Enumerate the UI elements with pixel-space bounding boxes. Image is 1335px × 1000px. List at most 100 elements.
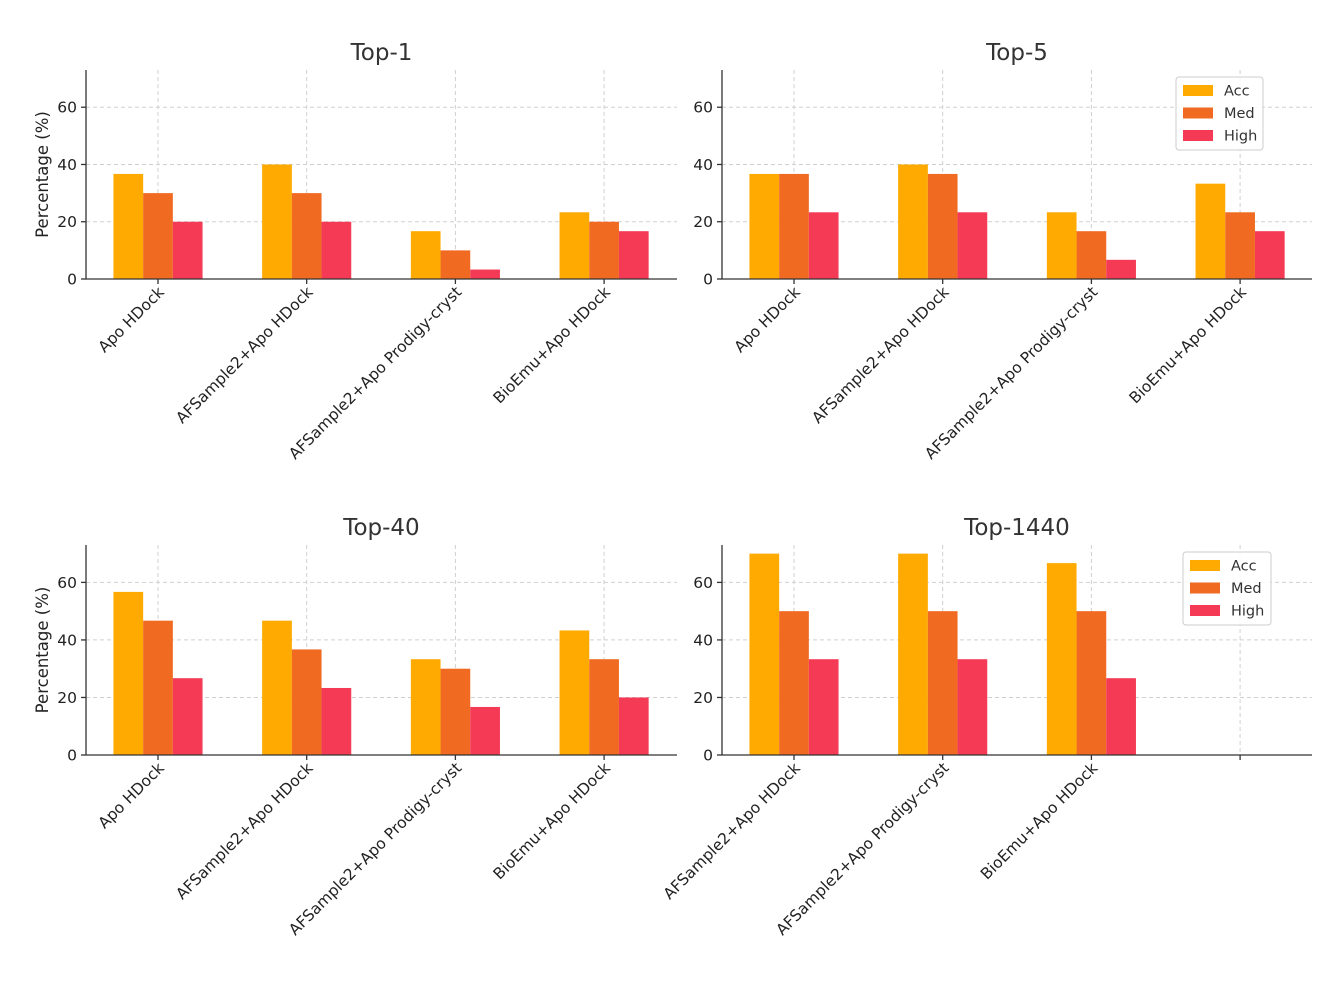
chart-panel-2: 0 20 40 60 Apo HDock AFSample2+Apo HDockAFSam… [693, 40, 1312, 463]
bar-high [172, 678, 203, 755]
bar-med [291, 649, 322, 755]
category-label: AFSample2+Apo HDock [173, 283, 317, 427]
bar-acc [559, 212, 590, 279]
bar-acc [749, 553, 780, 755]
bar-high [321, 687, 352, 755]
bar-high [172, 221, 203, 279]
bar-high [470, 706, 500, 755]
legend-swatch-acc [1183, 85, 1213, 96]
bar-med [589, 221, 619, 279]
y-tick-label: 0 [67, 271, 77, 289]
y-axis-label: Percentage (%) [33, 111, 52, 238]
bar-med [440, 668, 471, 755]
y-tick-label: 40 [693, 156, 713, 174]
legend-label: Acc [1231, 559, 1257, 575]
category-label: AFSample2+Apo HDock [660, 759, 804, 903]
bar-med [143, 620, 173, 755]
legend-swatch-high [1190, 605, 1220, 616]
category-label: BioEmu+Apo HDock [977, 759, 1101, 883]
y-tick-label: 20 [693, 689, 713, 707]
bar-med [291, 193, 322, 279]
bar-med [143, 193, 173, 279]
bar-high [618, 231, 649, 279]
y-tick-label: 0 [67, 747, 77, 765]
bar-med [589, 659, 619, 755]
bar-acc [749, 173, 780, 279]
category-label: Apo HDock [95, 759, 168, 832]
chart-title: Top-5 [985, 40, 1048, 66]
category-label: AFSample2+Apo Prodigy-cryst [285, 283, 465, 463]
bar-high [808, 659, 839, 755]
bar-med [927, 611, 958, 755]
bar-acc [898, 164, 928, 279]
bar-acc [898, 553, 928, 755]
y-tick-label: 60 [57, 99, 77, 117]
legend-swatch-high [1183, 130, 1213, 141]
bar-med [1076, 611, 1107, 755]
bar-med [779, 173, 809, 279]
category-label: AFSample2+Apo HDock [809, 283, 953, 427]
bar-high [321, 221, 352, 279]
bar-high [1254, 231, 1285, 279]
bar-high [957, 212, 988, 279]
category-label: BioEmu+Apo HDock [490, 283, 614, 407]
legend-label: Med [1224, 106, 1255, 122]
chart-panel-1: 0 20 40 60 Apo HDock AFSample2+Apo HDockAFSam… [33, 40, 677, 463]
bar-acc [1046, 212, 1077, 279]
y-tick-label: 20 [57, 213, 77, 231]
legend-swatch-med [1190, 582, 1220, 594]
y-tick-label: 60 [57, 574, 77, 592]
y-tick-label: 20 [57, 689, 77, 707]
y-tick-label: 0 [703, 747, 713, 765]
y-axis-label: Percentage (%) [33, 587, 52, 714]
y-tick-label: 40 [57, 156, 77, 174]
chart-panel-3: 0 20 40 60 Apo HDock AFSample2+Apo HDockAFSam… [33, 515, 677, 939]
bar-acc [410, 231, 441, 279]
bar-acc [559, 630, 590, 755]
chart-panel-4: 0 20 40 60 AFSample2+Apo HDockAFSample2+Apo … [660, 515, 1312, 939]
bar-high [618, 697, 649, 755]
bar-high [470, 269, 500, 279]
bar-high [957, 659, 988, 755]
category-label: AFSample2+Apo HDock [173, 759, 317, 903]
chart-title: Top-40 [342, 515, 419, 541]
bar-med [1076, 231, 1107, 279]
category-label: Apo HDock [95, 283, 168, 356]
bar-high [1106, 259, 1136, 279]
category-label: Apo HDock [731, 283, 804, 356]
legend-label: Med [1231, 581, 1262, 597]
bar-acc [113, 173, 144, 279]
legend-label: High [1224, 129, 1257, 145]
category-label: AFSample2+Apo Prodigy-cryst [285, 759, 465, 939]
chart-title: Top-1440 [963, 515, 1070, 541]
bar-acc [1195, 183, 1226, 279]
category-label: AFSample2+Apo Prodigy-cryst [773, 759, 953, 939]
bar-med [927, 173, 958, 279]
bar-high [808, 212, 839, 279]
bar-med [779, 611, 809, 755]
bar-acc [1046, 563, 1077, 755]
bar-med [440, 250, 471, 279]
legend-label: High [1231, 604, 1264, 620]
legend-swatch-acc [1190, 560, 1220, 571]
y-tick-label: 40 [57, 631, 77, 649]
legend: Acc Med High [1182, 551, 1272, 626]
bar-acc [262, 164, 292, 279]
legend-label: Acc [1224, 84, 1250, 100]
y-tick-label: 20 [693, 213, 713, 231]
bar-acc [262, 620, 292, 755]
y-tick-label: 60 [693, 99, 713, 117]
category-label: AFSample2+Apo Prodigy-cryst [921, 283, 1101, 463]
category-label: BioEmu+Apo HDock [490, 759, 614, 883]
legend: Acc Med High [1175, 76, 1264, 151]
y-tick-label: 40 [693, 631, 713, 649]
y-tick-label: 60 [693, 574, 713, 592]
y-tick-label: 0 [703, 271, 713, 289]
bar-high [1106, 678, 1136, 755]
bar-acc [410, 659, 441, 755]
bar-acc [113, 591, 144, 755]
bar-med [1225, 212, 1255, 279]
legend-swatch-med [1183, 107, 1213, 119]
chart-title: Top-1 [350, 40, 413, 66]
